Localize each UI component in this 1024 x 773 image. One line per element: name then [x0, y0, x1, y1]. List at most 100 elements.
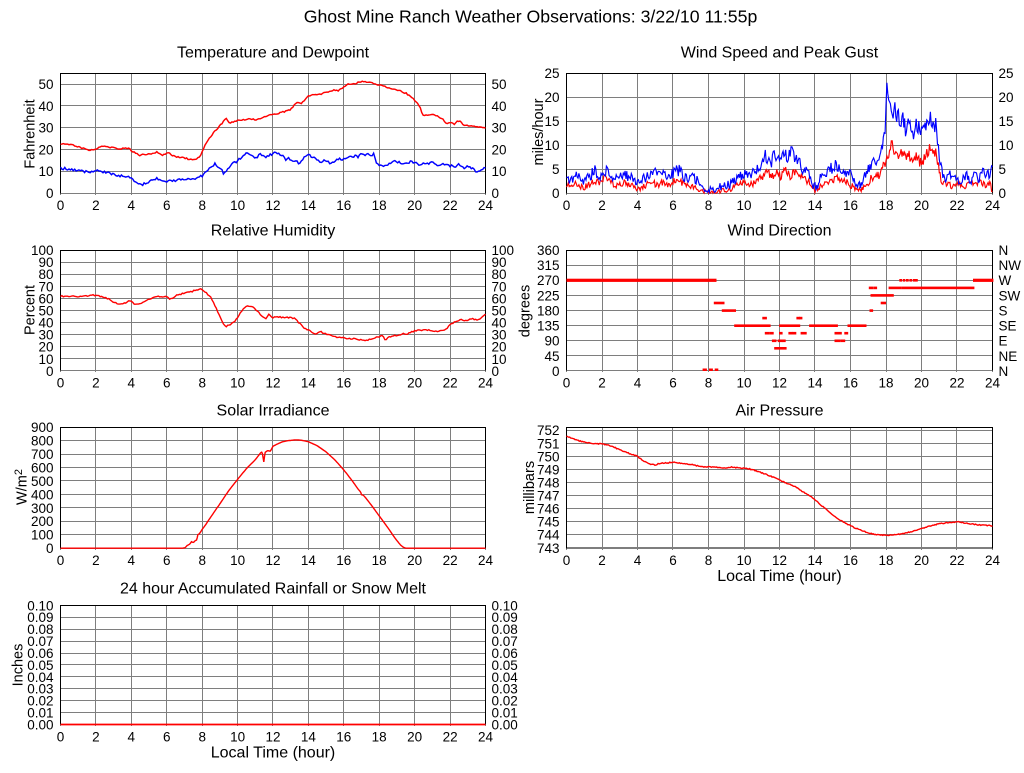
svg-text:N: N	[999, 364, 1009, 379]
svg-text:50: 50	[38, 303, 53, 318]
svg-text:22: 22	[949, 376, 964, 391]
svg-text:70: 70	[492, 279, 507, 294]
svg-text:24: 24	[985, 376, 1001, 391]
svg-text:0.03: 0.03	[492, 682, 518, 697]
svg-text:18: 18	[372, 198, 387, 213]
svg-text:5: 5	[999, 162, 1007, 177]
svg-text:40: 40	[492, 99, 507, 114]
svg-text:20: 20	[407, 376, 422, 391]
svg-text:2: 2	[92, 730, 100, 745]
svg-text:20: 20	[38, 142, 53, 157]
svg-text:14: 14	[301, 730, 317, 745]
svg-text:0.06: 0.06	[27, 646, 53, 661]
svg-text:744: 744	[537, 528, 560, 543]
svg-text:14: 14	[301, 198, 317, 213]
svg-text:2: 2	[598, 553, 606, 568]
svg-text:50: 50	[492, 77, 507, 92]
svg-text:2: 2	[92, 553, 100, 568]
svg-text:4: 4	[128, 198, 136, 213]
svg-text:10: 10	[38, 352, 53, 367]
svg-text:360: 360	[537, 243, 560, 258]
svg-text:4: 4	[128, 553, 136, 568]
svg-text:0.01: 0.01	[492, 706, 518, 721]
svg-text:0.00: 0.00	[492, 717, 518, 732]
svg-text:0: 0	[563, 198, 571, 213]
svg-text:80: 80	[38, 267, 53, 282]
svg-text:50: 50	[38, 77, 53, 92]
svg-text:4: 4	[128, 730, 136, 745]
svg-text:400: 400	[31, 487, 54, 502]
svg-text:Air Pressure: Air Pressure	[735, 403, 823, 420]
svg-text:700: 700	[31, 447, 54, 462]
svg-text:10: 10	[230, 376, 245, 391]
svg-text:24 hour Accumulated Rainfall o: 24 hour Accumulated Rainfall or Snow Mel…	[120, 581, 426, 598]
svg-text:25: 25	[999, 66, 1014, 81]
svg-text:0.00: 0.00	[27, 717, 53, 732]
svg-text:0.10: 0.10	[492, 598, 518, 613]
svg-text:10: 10	[999, 138, 1014, 153]
svg-text:16: 16	[843, 198, 858, 213]
svg-text:SW: SW	[999, 288, 1021, 303]
svg-text:12: 12	[265, 198, 280, 213]
svg-text:200: 200	[31, 514, 54, 529]
svg-text:90: 90	[492, 255, 507, 270]
svg-text:0.01: 0.01	[27, 706, 53, 721]
svg-text:22: 22	[443, 553, 458, 568]
svg-text:S: S	[999, 304, 1008, 319]
svg-text:0.02: 0.02	[27, 694, 53, 709]
svg-text:Solar Irradiance: Solar Irradiance	[217, 403, 330, 420]
svg-text:20: 20	[999, 90, 1014, 105]
svg-text:70: 70	[38, 279, 53, 294]
svg-text:15: 15	[544, 114, 559, 129]
svg-text:20: 20	[914, 376, 929, 391]
svg-text:8: 8	[705, 198, 713, 213]
svg-text:6: 6	[163, 553, 171, 568]
svg-text:0: 0	[552, 364, 560, 379]
svg-text:300: 300	[31, 501, 54, 516]
svg-text:20: 20	[492, 142, 507, 157]
svg-text:0.07: 0.07	[492, 634, 518, 649]
svg-text:15: 15	[999, 114, 1014, 129]
svg-text:0.04: 0.04	[492, 670, 519, 685]
svg-text:12: 12	[772, 376, 787, 391]
svg-text:40: 40	[38, 99, 53, 114]
svg-text:270: 270	[537, 273, 560, 288]
svg-text:24: 24	[985, 198, 1001, 213]
svg-text:0: 0	[563, 553, 571, 568]
svg-text:0: 0	[492, 364, 500, 379]
svg-text:30: 30	[492, 121, 507, 136]
svg-text:0.09: 0.09	[492, 610, 518, 625]
svg-text:747: 747	[537, 489, 560, 504]
svg-text:14: 14	[301, 553, 317, 568]
svg-text:45: 45	[544, 349, 559, 364]
svg-text:10: 10	[736, 376, 751, 391]
svg-text:745: 745	[537, 515, 560, 530]
svg-text:8: 8	[705, 376, 713, 391]
svg-text:Ghost Mine Ranch Weather Obser: Ghost Mine Ranch Weather Observations: 3…	[304, 7, 758, 27]
svg-text:40: 40	[492, 316, 507, 331]
svg-text:100: 100	[31, 243, 54, 258]
svg-text:16: 16	[843, 553, 858, 568]
svg-text:100: 100	[31, 528, 54, 543]
svg-text:4: 4	[128, 376, 136, 391]
svg-text:90: 90	[544, 334, 559, 349]
svg-text:10: 10	[492, 352, 507, 367]
svg-text:20: 20	[407, 198, 422, 213]
svg-text:20: 20	[544, 90, 559, 105]
svg-text:10: 10	[230, 198, 245, 213]
svg-text:90: 90	[38, 255, 53, 270]
svg-text:10: 10	[230, 730, 245, 745]
svg-text:14: 14	[807, 553, 823, 568]
svg-text:0: 0	[46, 364, 54, 379]
svg-text:100: 100	[492, 243, 515, 258]
svg-text:24: 24	[478, 376, 494, 391]
svg-text:0: 0	[46, 541, 54, 556]
svg-text:0.06: 0.06	[492, 646, 518, 661]
svg-text:12: 12	[772, 198, 787, 213]
svg-text:751: 751	[537, 436, 560, 451]
svg-text:degrees: degrees	[518, 285, 534, 337]
svg-text:6: 6	[669, 376, 677, 391]
svg-text:2: 2	[598, 198, 606, 213]
svg-text:6: 6	[669, 198, 677, 213]
svg-text:500: 500	[31, 474, 54, 489]
